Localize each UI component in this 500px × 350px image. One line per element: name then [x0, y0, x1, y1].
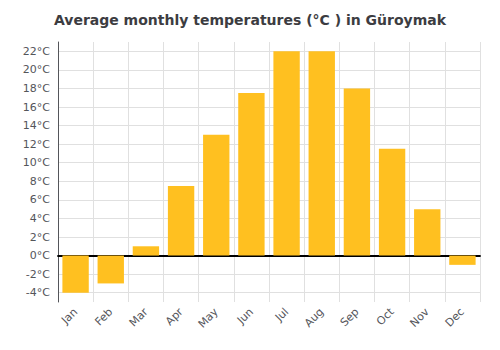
svg-text:14°C: 14°C — [23, 119, 50, 132]
svg-text:Apr: Apr — [163, 305, 186, 328]
svg-text:Oct: Oct — [374, 305, 397, 328]
svg-text:12°C: 12°C — [23, 138, 50, 151]
svg-text:Average monthly temperatures (: Average monthly temperatures (°C ) in Gü… — [54, 12, 447, 28]
svg-text:Jul: Jul — [272, 305, 291, 324]
svg-text:Dec: Dec — [443, 305, 467, 329]
svg-text:Sep: Sep — [338, 305, 362, 329]
svg-text:4°C: 4°C — [30, 212, 50, 225]
svg-text:May: May — [196, 305, 222, 331]
svg-text:6°C: 6°C — [30, 193, 50, 206]
svg-text:-2°C: -2°C — [26, 268, 50, 281]
svg-text:Jun: Jun — [234, 305, 256, 327]
svg-text:Nov: Nov — [407, 305, 432, 330]
svg-text:18°C: 18°C — [23, 82, 50, 95]
svg-text:-4°C: -4°C — [26, 286, 50, 299]
svg-text:10°C: 10°C — [23, 156, 50, 169]
svg-text:8°C: 8°C — [30, 175, 50, 188]
svg-text:2°C: 2°C — [30, 231, 50, 244]
svg-text:Mar: Mar — [127, 305, 151, 329]
svg-text:Aug: Aug — [302, 305, 326, 329]
svg-text:16°C: 16°C — [23, 101, 50, 114]
svg-text:22°C: 22°C — [23, 45, 50, 58]
svg-text:Jan: Jan — [58, 305, 80, 327]
svg-text:20°C: 20°C — [23, 63, 50, 76]
svg-text:Feb: Feb — [92, 305, 115, 328]
svg-text:0°C: 0°C — [30, 249, 50, 262]
